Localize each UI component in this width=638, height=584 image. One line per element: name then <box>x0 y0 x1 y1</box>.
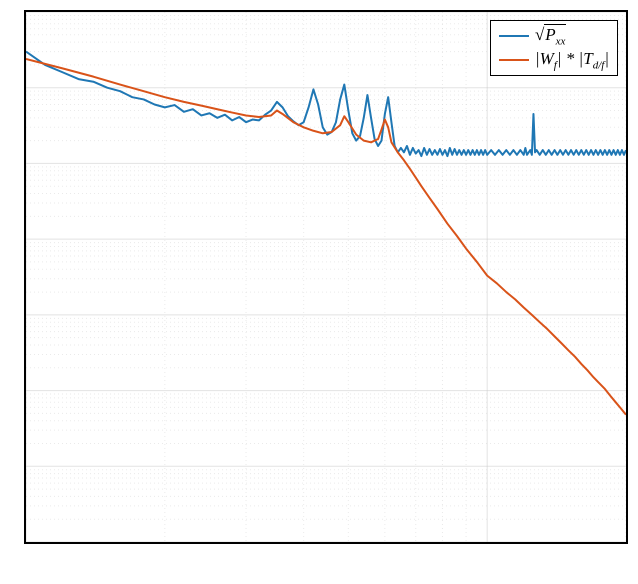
legend-item-wf: |Wf| * |Td/f| <box>499 48 609 72</box>
legend-item-pxx: √Pxx <box>499 24 609 48</box>
legend-label-pxx: √Pxx <box>535 25 567 47</box>
legend-label-wf: |Wf| * |Td/f| <box>535 49 609 71</box>
legend: √Pxx |Wf| * |Td/f| <box>490 20 618 76</box>
trace-Wf_Tdf <box>26 59 626 415</box>
legend-swatch-pxx <box>499 35 529 37</box>
traces-svg <box>26 12 626 542</box>
chart-container: √Pxx |Wf| * |Td/f| <box>0 0 638 584</box>
plot-area: √Pxx |Wf| * |Td/f| <box>24 10 628 544</box>
legend-swatch-wf <box>499 59 529 61</box>
